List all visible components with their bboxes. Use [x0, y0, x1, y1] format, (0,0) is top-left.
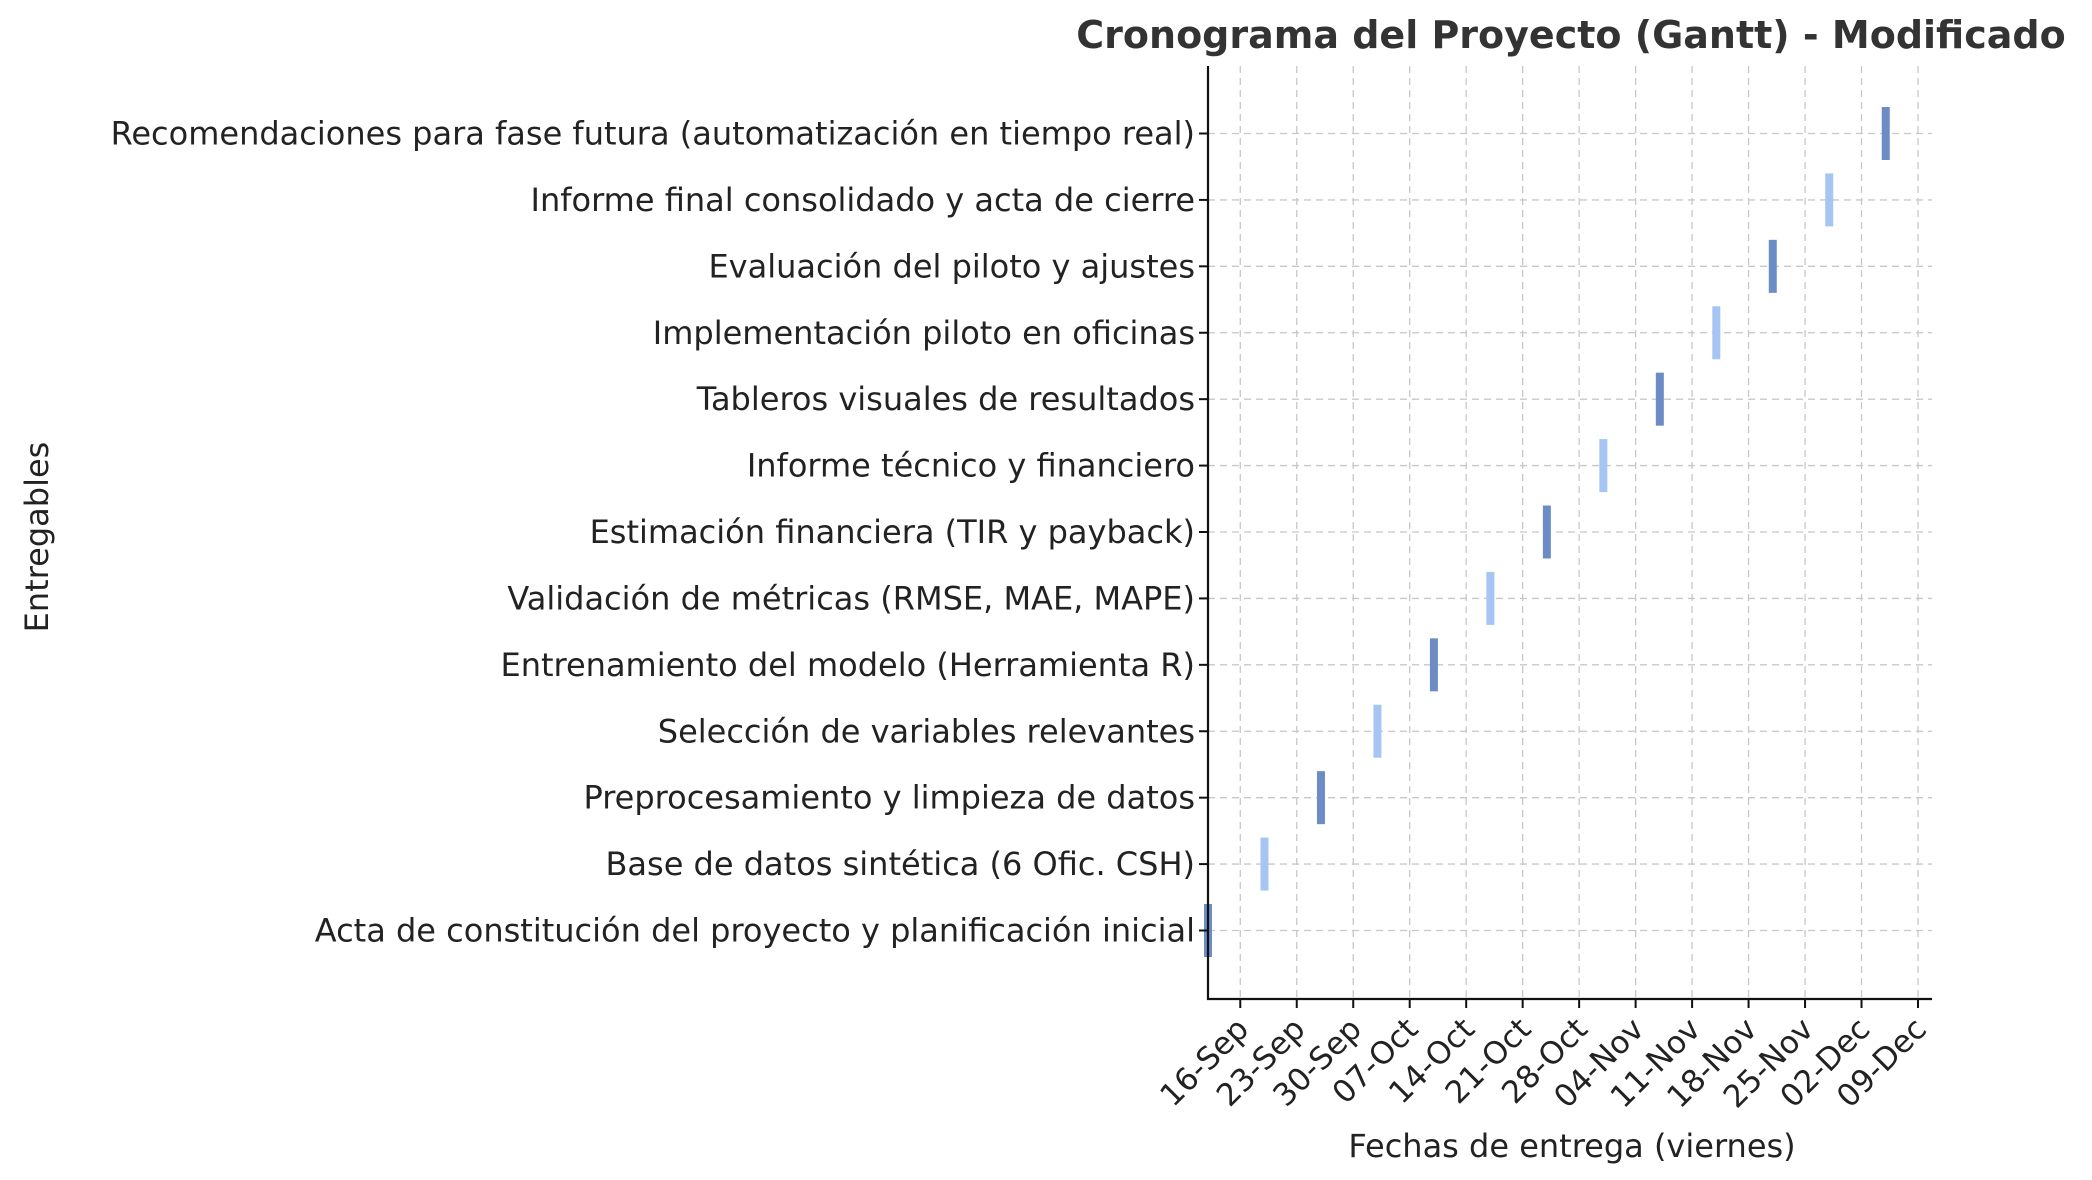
task-label: Preprocesamiento y limpieza de datos [583, 779, 1195, 817]
task-label: Selección de variables relevantes [658, 712, 1195, 750]
task-label: Acta de constitución del proyecto y plan… [315, 912, 1195, 950]
y-axis-categories: Acta de constitución del proyecto y plan… [111, 115, 1208, 950]
x-axis-ticks: 16-Sep23-Sep30-Sep07-Oct14-Oct21-Oct28-O… [1153, 999, 1934, 1115]
gantt-bar [1881, 107, 1890, 160]
task-label: Implementación piloto en oficinas [653, 314, 1195, 352]
axis-spines [1206, 66, 1932, 1001]
task-label: Estimación financiera (TIR y payback) [590, 513, 1195, 551]
gantt-bar [1429, 638, 1438, 692]
task-label: Informe técnico y financiero [747, 447, 1195, 485]
gantt-bar [1316, 771, 1325, 825]
gantt-bar [1542, 505, 1551, 559]
gantt-bar [1655, 372, 1664, 426]
gantt-bar [1599, 439, 1608, 493]
gantt-bar [1768, 239, 1777, 293]
task-label: Recomendaciones para fase futura (automa… [111, 115, 1195, 153]
task-label: Informe final consolidado y acta de cier… [531, 181, 1195, 219]
task-label: Evaluación del piloto y ajustes [708, 247, 1195, 285]
gantt-bar [1825, 173, 1834, 227]
y-axis-label: Entregables [18, 442, 56, 633]
gantt-bar [1712, 306, 1721, 360]
task-label: Entrenamiento del modelo (Herramienta R) [500, 646, 1195, 684]
task-label: Base de datos sintética (6 Ofic. CSH) [605, 845, 1195, 883]
grid-lines [1208, 66, 1932, 999]
task-label: Tableros visuales de resultados [696, 380, 1195, 418]
gantt-bar [1373, 704, 1382, 758]
gantt-bar [1260, 837, 1269, 891]
chart-title: Cronograma del Proyecto (Gantt) - Modifi… [1076, 13, 2065, 57]
task-label: Validación de métricas (RMSE, MAE, MAPE) [507, 579, 1195, 617]
gantt-bar [1486, 571, 1495, 625]
x-axis-label: Fechas de entrega (viernes) [1348, 1127, 1795, 1165]
